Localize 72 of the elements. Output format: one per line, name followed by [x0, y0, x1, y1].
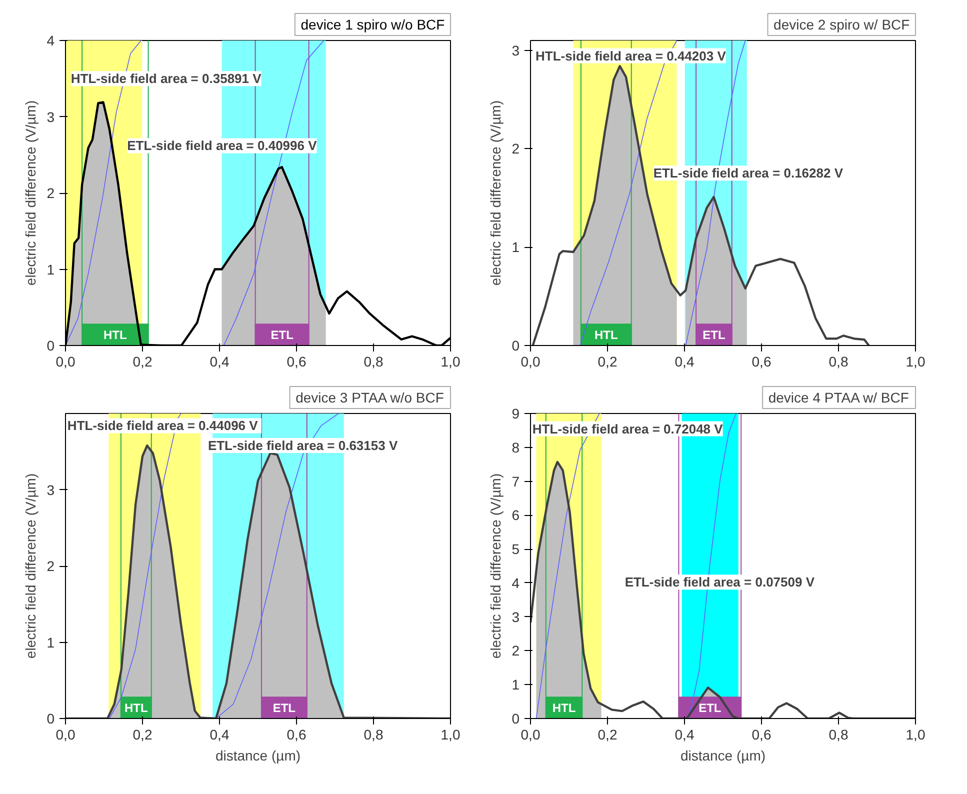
- band-label: ETL: [272, 700, 296, 715]
- y-tick-label: 8: [512, 439, 520, 456]
- annotation: HTL-side field area = 0.72048 V: [532, 421, 724, 436]
- y-tick-label: 2: [512, 642, 520, 659]
- x-tick-label: 0,4: [674, 726, 694, 742]
- x-tick-label: 0,2: [132, 354, 152, 370]
- x-axis-title: distance (µm): [215, 748, 301, 764]
- y-tick-label: 4: [46, 32, 55, 48]
- y-tick-label: 6: [512, 507, 520, 524]
- x-tick-label: 0,0: [520, 354, 540, 370]
- y-tick-label: 1: [512, 239, 520, 256]
- text: device 3 PTAA w/o BCF: [292, 390, 447, 406]
- x-tick-label: 0,8: [364, 726, 384, 742]
- y-tick-label: 2: [46, 558, 55, 574]
- annotation: HTL-side field area = 0.35891 V: [70, 71, 262, 86]
- x-tick-label: 0,4: [674, 354, 694, 370]
- text: device 2 spiro w/ BCF: [770, 16, 912, 32]
- x-tick-label: 0,2: [598, 354, 618, 370]
- y-tick-label: 0: [46, 710, 55, 726]
- y-axis-title: electric field difference (V/µm): [488, 473, 504, 659]
- x-tick-label: 1,0: [906, 726, 926, 742]
- x-tick-label: 0,6: [752, 354, 772, 370]
- x-tick-label: 0,4: [210, 726, 230, 742]
- y-tick-label: 5: [512, 541, 520, 558]
- annotation: ETL-side field area = 0.07509 V: [624, 574, 815, 590]
- y-tick-label: 9: [512, 406, 520, 422]
- y-tick-label: 1: [46, 261, 55, 278]
- y-tick-label: 4: [512, 574, 520, 591]
- x-tick-label: 0,6: [752, 726, 772, 742]
- text: device 1 spiro w/o BCF: [298, 16, 448, 32]
- annotation: ETL-side field area = 0.40996 V: [127, 138, 318, 154]
- annotation: HTL-side field area = 0.44096 V: [67, 418, 258, 434]
- y-axis-title: electric field difference (V/µm): [22, 100, 39, 286]
- x-tick-label: 0,0: [520, 726, 540, 742]
- y-tick-label: 3: [512, 608, 520, 625]
- y-tick-label: 1: [512, 676, 520, 693]
- band-label: HTL: [594, 328, 618, 342]
- annotation: ETL-side field area = 0.63153 V: [208, 438, 398, 454]
- x-tick-label: 0,2: [598, 726, 618, 742]
- y-tick-label: 0: [512, 338, 520, 354]
- x-tick-label: 0,8: [828, 354, 848, 370]
- x-tick-label: 0,0: [56, 354, 76, 370]
- x-tick-label: 0,8: [364, 354, 384, 370]
- x-axis-title: distance (µm): [680, 748, 766, 764]
- y-tick-label: 1: [46, 634, 55, 650]
- x-tick-label: 0,4: [210, 354, 230, 370]
- y-tick-label: 2: [46, 185, 55, 201]
- y-tick-label: 3: [46, 108, 55, 125]
- y-axis-title: electric field difference (V/µm): [488, 100, 504, 286]
- band-label: ETL: [270, 328, 294, 342]
- x-tick-label: 0,2: [132, 726, 152, 742]
- annotation: HTL-side field area = 0.44203 V: [536, 48, 726, 64]
- y-tick-label: 2: [512, 140, 520, 157]
- y-tick-label: 0: [512, 710, 520, 726]
- x-tick-label: 1,0: [440, 726, 460, 742]
- band-label: HTL: [552, 700, 576, 715]
- annotation: ETL-side field area = 0.16282 V: [653, 166, 844, 181]
- band-label: HTL: [124, 700, 148, 715]
- band-label: HTL: [104, 328, 127, 342]
- y-tick-label: 0: [46, 338, 55, 354]
- x-tick-label: 0,6: [286, 726, 306, 742]
- y-tick-label: 3: [46, 482, 55, 498]
- y-tick-label: 7: [512, 473, 520, 490]
- x-tick-label: 0,8: [828, 726, 848, 742]
- text: device 4 PTAA w/ BCF: [766, 390, 912, 406]
- x-tick-label: 1,0: [906, 354, 926, 370]
- x-tick-label: 0,0: [56, 726, 76, 742]
- x-tick-label: 1,0: [440, 354, 460, 370]
- y-axis-title: electric field difference (V/µm): [22, 473, 39, 659]
- y-tick-label: 3: [512, 42, 520, 58]
- band-label: ETL: [702, 328, 726, 342]
- x-tick-label: 0,6: [286, 354, 306, 370]
